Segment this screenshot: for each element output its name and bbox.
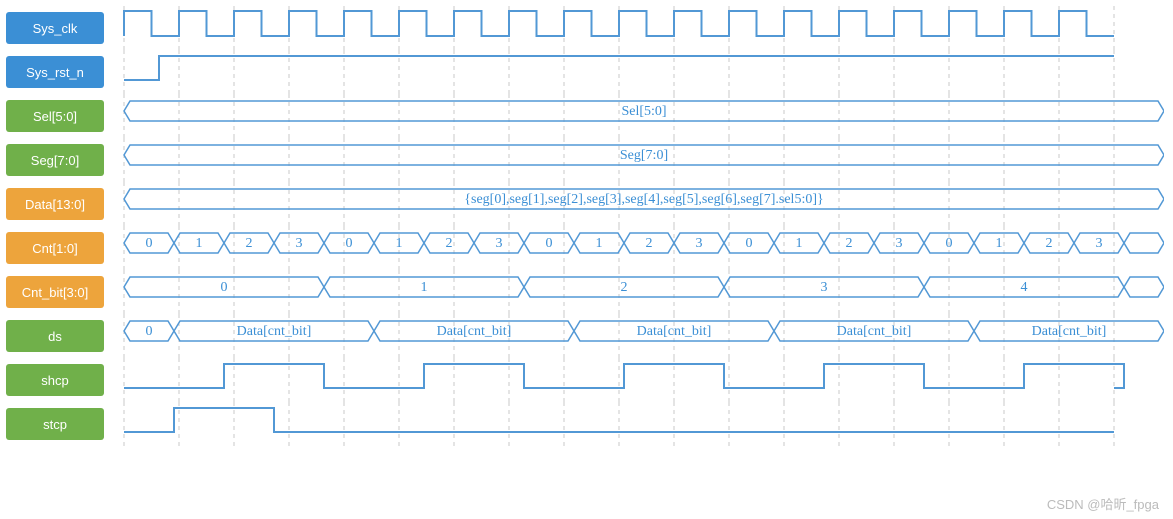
waveform: 0 1 2 3 0 1 2 3 0 1 2 3 0 1 2 3 0 1 2 3: [114, 226, 1167, 270]
signal-label: Data[13:0]: [6, 188, 104, 220]
svg-text:0: 0: [346, 236, 353, 251]
signal-row-Sys_clk: Sys_clk: [6, 6, 1167, 50]
signal-label: Cnt_bit[3:0]: [6, 276, 104, 308]
signal-label: Sys_clk: [6, 12, 104, 44]
waveform: Sel[5:0]: [114, 94, 1167, 138]
signal-row-Sys_rst_n: Sys_rst_n: [6, 50, 1167, 94]
svg-text:Data[cnt_bit]: Data[cnt_bit]: [837, 324, 912, 339]
svg-text:1: 1: [396, 236, 403, 251]
svg-text:2: 2: [1046, 236, 1053, 251]
signal-label: stcp: [6, 408, 104, 440]
signal-label: shcp: [6, 364, 104, 396]
svg-text:3: 3: [821, 280, 828, 295]
svg-text:3: 3: [296, 236, 303, 251]
signal-row-ds: ds 0 Data[cnt_bit] Data[cnt_bit] Data[cnt_bi…: [6, 314, 1167, 358]
signal-row-Cnt_bit[3:0]: Cnt_bit[3:0] 0 1 2 3 4: [6, 270, 1167, 314]
signal-row-shcp: shcp: [6, 358, 1167, 402]
signal-row-stcp: stcp: [6, 402, 1167, 446]
svg-text:2: 2: [246, 236, 253, 251]
svg-text:1: 1: [421, 280, 428, 295]
signal-row-Seg[7:0]: Seg[7:0] Seg[7:0]: [6, 138, 1167, 182]
signal-row-Data[13:0]: Data[13:0] {seg[0],seg[1],seg[2],seg[3],s…: [6, 182, 1167, 226]
signal-label: Sys_rst_n: [6, 56, 104, 88]
waveform: [114, 402, 1167, 446]
svg-text:{seg[0],seg[1],seg[2],seg[3],s: {seg[0],seg[1],seg[2],seg[3],seg[4],seg[…: [464, 192, 823, 207]
svg-text:3: 3: [496, 236, 503, 251]
signal-row-Sel[5:0]: Sel[5:0] Sel[5:0]: [6, 94, 1167, 138]
watermark: CSDN @哈昕_fpga: [1047, 497, 1159, 512]
waveform: [114, 50, 1167, 94]
waveform: {seg[0],seg[1],seg[2],seg[3],seg[4],seg[…: [114, 182, 1167, 226]
svg-text:2: 2: [446, 236, 453, 251]
svg-text:1: 1: [196, 236, 203, 251]
svg-text:0: 0: [746, 236, 753, 251]
svg-text:1: 1: [996, 236, 1003, 251]
waveform: 0 1 2 3 4: [114, 270, 1167, 314]
signal-label: Sel[5:0]: [6, 100, 104, 132]
signal-label: ds: [6, 320, 104, 352]
signal-row-Cnt[1:0]: Cnt[1:0] 0 1 2 3 0 1 2 3 0 1 2 3 0 1 2 3 0 1 2 3: [6, 226, 1167, 270]
svg-text:Data[cnt_bit]: Data[cnt_bit]: [637, 324, 712, 339]
svg-text:Seg[7:0]: Seg[7:0]: [620, 148, 668, 163]
svg-text:3: 3: [696, 236, 703, 251]
waveform: [114, 6, 1167, 50]
svg-text:Sel[5:0]: Sel[5:0]: [621, 104, 666, 119]
svg-text:Data[cnt_bit]: Data[cnt_bit]: [237, 324, 312, 339]
signal-label: Seg[7:0]: [6, 144, 104, 176]
svg-text:Data[cnt_bit]: Data[cnt_bit]: [1032, 324, 1107, 339]
svg-text:0: 0: [221, 280, 228, 295]
svg-text:0: 0: [546, 236, 553, 251]
svg-text:2: 2: [621, 280, 628, 295]
svg-text:1: 1: [596, 236, 603, 251]
svg-text:2: 2: [646, 236, 653, 251]
svg-text:4: 4: [1021, 280, 1028, 295]
waveform: Seg[7:0]: [114, 138, 1167, 182]
svg-text:3: 3: [896, 236, 903, 251]
svg-text:0: 0: [946, 236, 953, 251]
svg-text:1: 1: [796, 236, 803, 251]
waveform: [114, 358, 1167, 402]
svg-text:0: 0: [146, 324, 153, 339]
signal-label: Cnt[1:0]: [6, 232, 104, 264]
svg-text:2: 2: [846, 236, 853, 251]
waveform: 0 Data[cnt_bit] Data[cnt_bit] Data[cnt_bit]…: [114, 314, 1167, 358]
svg-text:0: 0: [146, 236, 153, 251]
svg-text:Data[cnt_bit]: Data[cnt_bit]: [437, 324, 512, 339]
svg-text:3: 3: [1096, 236, 1103, 251]
